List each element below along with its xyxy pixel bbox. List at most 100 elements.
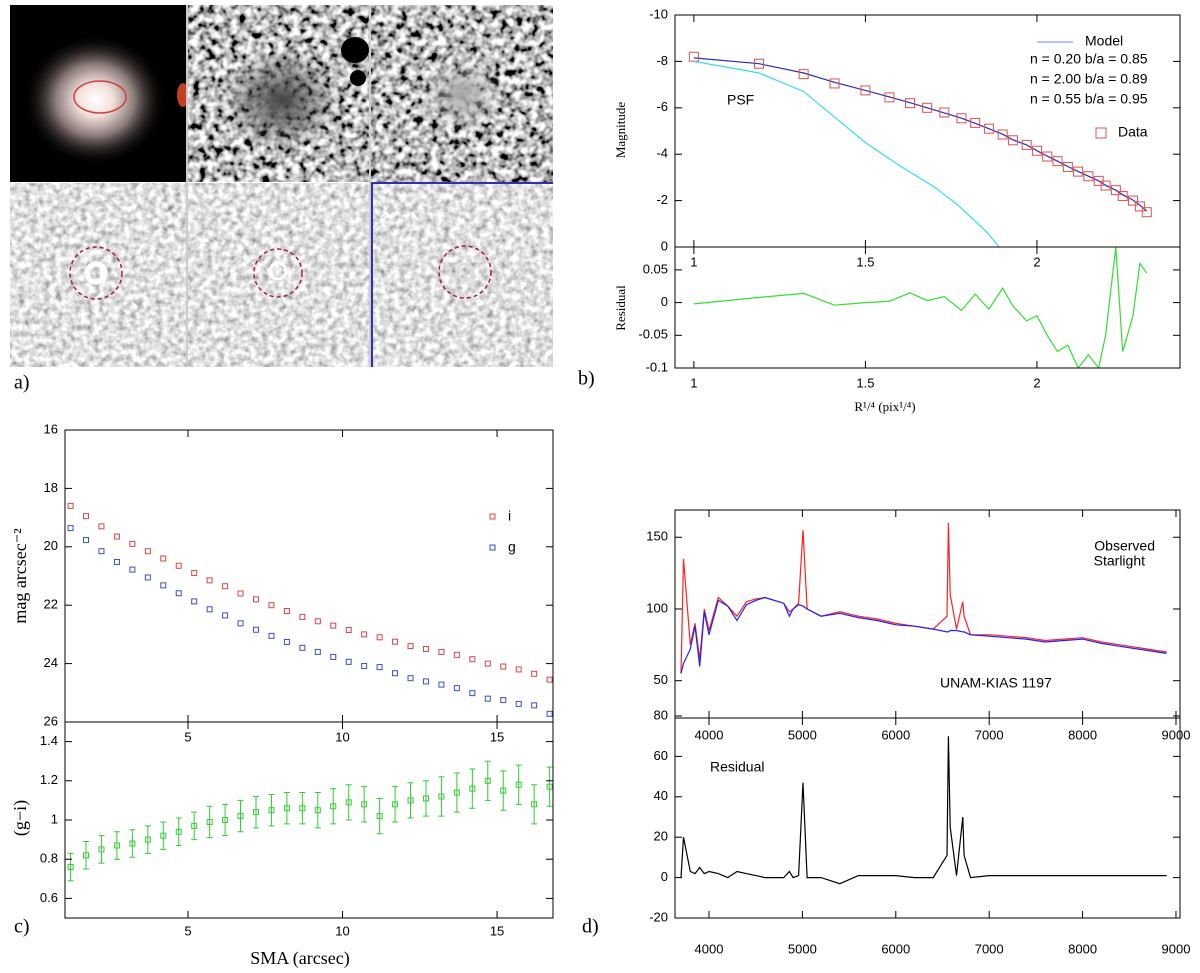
axes-frame: [674, 246, 1181, 369]
x-tick-label: 4000: [695, 941, 724, 956]
marker: [392, 670, 399, 677]
marker: [376, 664, 383, 671]
y-tick-label: 18: [44, 480, 58, 495]
marker: [206, 577, 213, 584]
mask: [341, 37, 369, 63]
marker: [299, 613, 306, 620]
series-line: [680, 522, 1167, 674]
marker: [113, 558, 120, 565]
marker: [531, 670, 538, 677]
error-bar: [531, 784, 538, 825]
marker: [392, 801, 399, 808]
annotation: n = 0.20 b/a = 0.85: [1030, 51, 1148, 67]
marker: [407, 797, 414, 804]
chart: 50 100 150 4000 5000 6000 7000 8000 9000 d) Observ…: [582, 509, 1190, 938]
error-bar: [299, 792, 306, 825]
marker: [531, 801, 538, 808]
marker: [515, 666, 522, 673]
marker: [453, 685, 460, 692]
marker: [1100, 180, 1111, 191]
error-bar: [160, 821, 167, 850]
marker: [1110, 185, 1121, 196]
x-axis-label: SMA (arcsec): [250, 948, 349, 969]
series-label: PSF: [727, 92, 754, 108]
y-tick-label: 1.4: [40, 733, 58, 748]
series-line: [693, 60, 1000, 247]
marker: [222, 583, 229, 590]
marker: [237, 813, 244, 820]
marker: [299, 644, 306, 651]
ellipse: [253, 248, 303, 298]
y-tick-label: 24: [44, 655, 58, 670]
error-bar: [175, 817, 182, 846]
error-bar: [252, 795, 259, 829]
marker: [361, 662, 368, 669]
marker: [268, 602, 275, 609]
annotation: n = 0.55 b/a = 0.95: [1030, 91, 1148, 107]
marker: [884, 92, 895, 103]
y-tick-label: 0.6: [40, 890, 58, 905]
ellipse: [69, 246, 123, 300]
marker: [1134, 201, 1145, 212]
marker: [361, 631, 368, 638]
marker: [829, 78, 840, 89]
marker: [1141, 207, 1152, 218]
error-bar: [453, 772, 460, 813]
marker: [314, 618, 321, 625]
y-axis-label: mag arcsec⁻²: [10, 528, 30, 623]
marker: [546, 676, 553, 683]
y-tick-label: 0.8: [40, 851, 58, 866]
error-bar: [438, 776, 445, 817]
error-bar: [515, 764, 522, 805]
marker: [688, 51, 699, 62]
marker: [860, 85, 871, 96]
chart: -0.1 -0.05 0 0.05 1 1.5 2 Residual R¹/⁴ (pix¹/⁴): [613, 246, 1181, 414]
marker: [376, 813, 383, 820]
marker: [191, 822, 198, 829]
marker: [191, 598, 198, 605]
marker: [453, 789, 460, 796]
y-tick-label: 1.2: [40, 772, 58, 787]
error-bar: [376, 797, 383, 835]
core: [455, 262, 475, 282]
marker: [113, 533, 120, 540]
y-tick-label: -4: [656, 146, 668, 161]
x-tick-label: 6000: [881, 727, 910, 742]
y-tick-label: 0.05: [643, 261, 668, 276]
marker: [83, 513, 90, 520]
y-tick-label: 0: [661, 869, 668, 884]
marker: [222, 817, 229, 823]
marker: [175, 562, 182, 569]
error-bar: [98, 835, 105, 864]
marker: [484, 695, 491, 702]
marker: [345, 627, 352, 634]
marker: [407, 643, 414, 650]
y-tick-label: 80: [654, 707, 668, 722]
y-tick-label: 100: [646, 600, 668, 615]
error-bar: [83, 841, 90, 870]
marker: [144, 836, 151, 843]
marker: [67, 864, 74, 871]
ellipse: [438, 245, 492, 299]
series-line: [693, 247, 1148, 368]
y-tick-label: -10: [649, 6, 668, 21]
error-bar: [500, 770, 507, 811]
y-tick-label: -6: [656, 99, 668, 114]
marker: [129, 566, 136, 573]
marker: [546, 710, 553, 717]
marker: [422, 646, 429, 652]
marker: [469, 690, 476, 697]
y-axis-label: Residual: [613, 285, 628, 331]
x-tick-label: 5000: [788, 727, 817, 742]
x-tick-label: 9000: [1162, 941, 1191, 956]
marker: [237, 590, 244, 597]
x-tick-label: 10: [335, 729, 349, 744]
marker: [144, 548, 151, 555]
panel-label: a): [14, 372, 30, 394]
error-bar: [222, 803, 229, 837]
plot-area: [67, 760, 553, 882]
marker: [469, 785, 476, 792]
y-tick-label: 150: [646, 529, 668, 544]
